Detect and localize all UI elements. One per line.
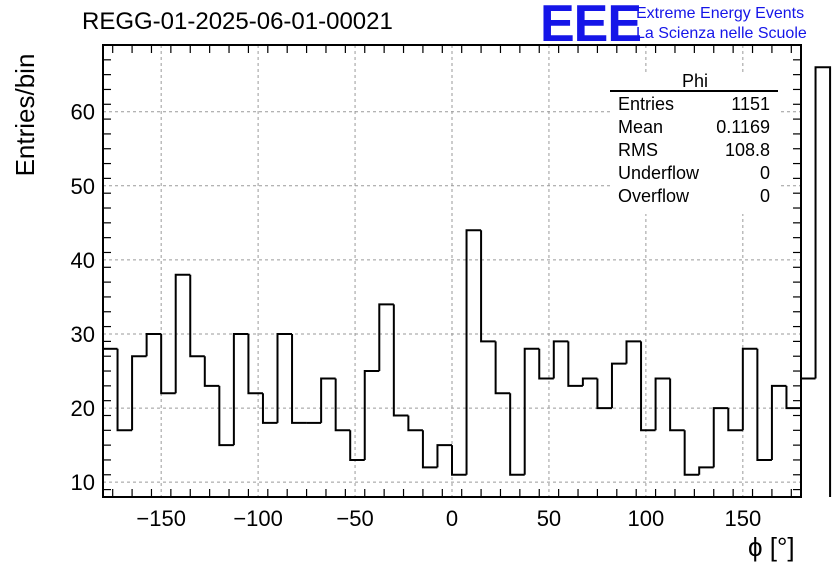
histogram-bin (261, 393, 278, 424)
histogram-bin (552, 340, 569, 379)
histogram-bin (465, 229, 482, 475)
histogram-bin (814, 66, 832, 497)
y-tick-label: 30 (71, 322, 95, 347)
y-tick-label: 40 (71, 248, 95, 273)
x-tick-label: 150 (724, 506, 761, 531)
histogram-bin (683, 430, 700, 476)
histogram-bin (581, 377, 598, 386)
histogram-bin (160, 333, 176, 395)
histogram-bin (145, 332, 162, 357)
histogram-bin (392, 304, 409, 417)
histogram-bin (421, 430, 438, 469)
stats-value: 1151 (731, 94, 770, 114)
histogram-bin (785, 385, 801, 410)
plot-title: REGG-01-2025-06-01-00021 (82, 8, 393, 35)
histogram-bin (436, 444, 452, 468)
histogram-bin (174, 273, 191, 394)
plot-frame: −150 −100 −50 0 50 100 150 10 20 30 40 50 60 (71, 44, 802, 531)
stats-name: Phi (682, 71, 708, 91)
stats-box: Phi Entries 1151 Mean 0.1169 RMS 108.8 Underflo… (610, 71, 778, 214)
x-tick-label: 0 (446, 506, 458, 531)
histogram-bin (480, 230, 496, 343)
x-tick-label: −100 (233, 506, 283, 531)
x-tick-label: 100 (628, 506, 665, 531)
histogram-bin (741, 347, 758, 431)
histogram-bin (276, 332, 293, 423)
histogram-bin (800, 377, 816, 409)
histogram-bin (756, 348, 772, 461)
y-tick-label: 20 (71, 396, 95, 421)
plot-frame-rect (102, 44, 802, 498)
y-tick-label: 10 (71, 470, 95, 495)
histogram-bin (363, 370, 380, 460)
histogram-bin (523, 347, 540, 475)
histogram-bin (654, 377, 671, 431)
histogram-bin (727, 408, 743, 432)
histogram-bin (669, 378, 685, 432)
histogram-bin (247, 333, 263, 395)
histogram-bin (320, 377, 336, 423)
logo-line-2: La Scienza nelle Scuole (636, 25, 807, 42)
histogram-bin (131, 355, 147, 431)
stats-value: 108.8 (725, 140, 770, 160)
histogram-bin (625, 340, 642, 364)
eee-logo-text: Extreme Energy Events La Scienza nelle S… (636, 4, 807, 44)
histogram-bin (334, 378, 351, 432)
stats-label: RMS (618, 140, 658, 160)
histogram-bin (232, 332, 249, 446)
histogram-bin (349, 430, 365, 461)
histogram-bin (494, 341, 511, 395)
y-tick-label: 60 (71, 100, 95, 125)
eee-logo: EEE (540, 0, 642, 53)
histogram-bin (189, 274, 205, 358)
x-tick-label: −150 (136, 506, 186, 531)
logo-line-1: Extreme Energy Events (636, 5, 805, 22)
histogram-bin (203, 356, 220, 387)
stats-value: 0.1169 (716, 117, 770, 137)
histogram-bin (610, 362, 627, 409)
stats-label: Entries (618, 94, 674, 114)
stats-box-bg (612, 72, 778, 214)
x-tick-label: 50 (537, 506, 561, 531)
histogram-bin (451, 445, 467, 476)
stats-label: Underflow (618, 163, 700, 183)
stats-label: Mean (618, 117, 663, 137)
histogram-bin (567, 341, 583, 387)
x-axis-label: ϕ [°] (748, 532, 795, 562)
histogram-bin (698, 466, 714, 475)
histogram-bin (291, 333, 307, 424)
stats-value: 0 (760, 163, 770, 183)
y-tick-label: 50 (71, 174, 95, 199)
histogram-bin (712, 407, 729, 468)
y-axis-label: Entries/bin (10, 53, 40, 177)
histogram-bin (378, 303, 394, 372)
histogram-bin (407, 415, 423, 432)
x-tick-label: −50 (336, 506, 373, 531)
histogram-bin (218, 385, 234, 447)
histogram-bin (509, 393, 525, 476)
stats-value: 0 (760, 186, 770, 206)
histogram-bin (538, 348, 554, 380)
histogram-series (103, 66, 832, 497)
histogram-bin (640, 341, 656, 432)
histogram-bin (770, 384, 787, 460)
histogram-bin (116, 348, 133, 432)
histogram-bin (596, 378, 612, 410)
stats-label: Overflow (618, 186, 690, 206)
